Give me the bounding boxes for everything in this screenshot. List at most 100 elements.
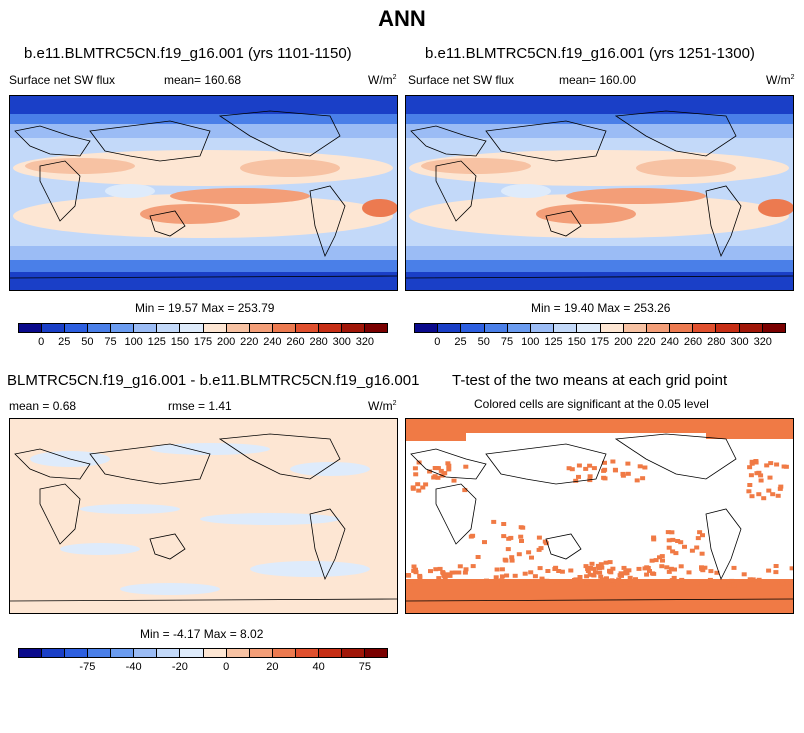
significant-cell [694,581,700,586]
significant-cell [747,577,753,582]
significant-cell [588,566,593,570]
significant-cell [750,577,756,582]
significant-cell [598,562,604,567]
colorbar-tick-label: 220 [240,336,259,348]
significant-cell [767,475,773,480]
colorbar-swatch [623,324,647,332]
significant-cell [761,496,767,501]
significant-cell [526,580,532,585]
significant-cell [773,570,779,575]
significant-cell [493,575,499,580]
significant-cell [666,545,672,550]
significant-cell [446,467,452,472]
colorbar-swatch [42,649,66,657]
significant-cell [602,467,608,472]
colorbar-swatch [65,649,89,657]
panel2-minmax: Min = 19.40 Max = 253.26 [531,301,671,315]
significant-cell [568,568,574,573]
colorbar-tick-label: 320 [753,336,772,348]
significant-cell [470,564,476,569]
significant-cell [699,565,704,570]
significant-cell [433,567,439,572]
colorbar-tick-label: 280 [707,336,726,348]
significant-cell [669,530,675,535]
significant-cell [572,578,577,582]
significant-cell [626,582,632,587]
significant-cell [552,567,558,571]
colorbar-tick-label: 240 [660,336,679,348]
map-panel3 [9,418,398,614]
colorbar-swatch [88,649,112,657]
significant-cell [484,578,489,583]
colorbar-tick-label: 100 [124,336,143,348]
colorbar-swatch [203,324,227,332]
colorbar-tick-label: 25 [454,336,467,348]
significant-cell [670,537,676,542]
significant-cell [789,566,793,571]
colorbar-panel1 [18,323,388,333]
colorbar-swatch [249,324,273,332]
significant-cell [569,467,575,472]
significant-cell [509,555,515,560]
significant-cell [636,566,642,571]
significant-cell [660,558,665,563]
map-panel1 [9,95,398,291]
colorbar-panel2 [414,323,786,333]
significant-cell [585,569,591,573]
significant-cell [623,569,629,574]
significant-cell [416,488,422,493]
significant-cell [431,475,437,480]
colorbar-tick-label: 0 [434,336,441,348]
significant-cell [509,558,515,563]
significant-cell [621,565,627,570]
significant-cell [678,564,684,569]
panel3-title: BLMTRC5CN.f19_g16.001 - b.e11.BLMTRC5CN.… [7,372,420,389]
significant-cell [526,550,532,555]
significant-cell [668,566,674,571]
colorbar-swatch [554,324,578,332]
significant-cell [775,493,781,498]
significant-cell [407,583,413,588]
colorbar-panel2-ticks: 0 25 50 75 100 125 150 175 200 220 240 260 280 300 320 [414,336,786,350]
significant-cell [651,571,657,576]
panel3-minmax: Min = -4.17 Max = 8.02 [140,627,264,641]
significant-cell [670,549,676,554]
significant-cell [528,570,534,575]
colorbar-tick-label: 0 [38,336,45,348]
significant-cell [559,569,565,574]
significant-cell [435,475,441,480]
significant-cell [729,578,735,583]
significant-cell [731,565,737,570]
colorbar-tick-label: 175 [193,336,213,348]
colorbar-tick-label: 50 [477,336,490,348]
significant-cell [462,570,468,575]
panel1-variable: Surface net SW flux [9,73,116,87]
significant-cell [423,482,429,487]
significant-cell [747,465,753,470]
colorbar-swatch [111,649,135,657]
colorbar-tick-label: 280 [309,336,328,348]
significant-cell [494,567,500,572]
significant-cell [627,575,633,580]
colorbar-swatch [318,649,342,657]
colorbar-swatch [272,649,296,657]
significant-cell [610,459,616,464]
significant-cell [597,570,603,575]
significant-cell [633,577,638,582]
colorbar-tick-label: 20 [266,661,279,673]
significant-cell [556,569,562,573]
significant-cell [634,478,640,483]
significant-cell [707,577,713,582]
significant-cell [591,573,597,578]
colorbar-tick-label: 125 [147,336,166,348]
significant-cell [482,540,487,545]
colorbar-tick-label: -20 [171,661,188,673]
colorbar-swatch [42,324,66,332]
significant-cell [463,464,469,469]
significant-cell [620,473,626,478]
panel2-mean: mean= 160.00 [559,73,637,87]
significant-cell [577,575,583,579]
significant-cell [610,582,616,587]
colorbar-swatch [415,324,439,332]
significant-cell [673,551,679,556]
